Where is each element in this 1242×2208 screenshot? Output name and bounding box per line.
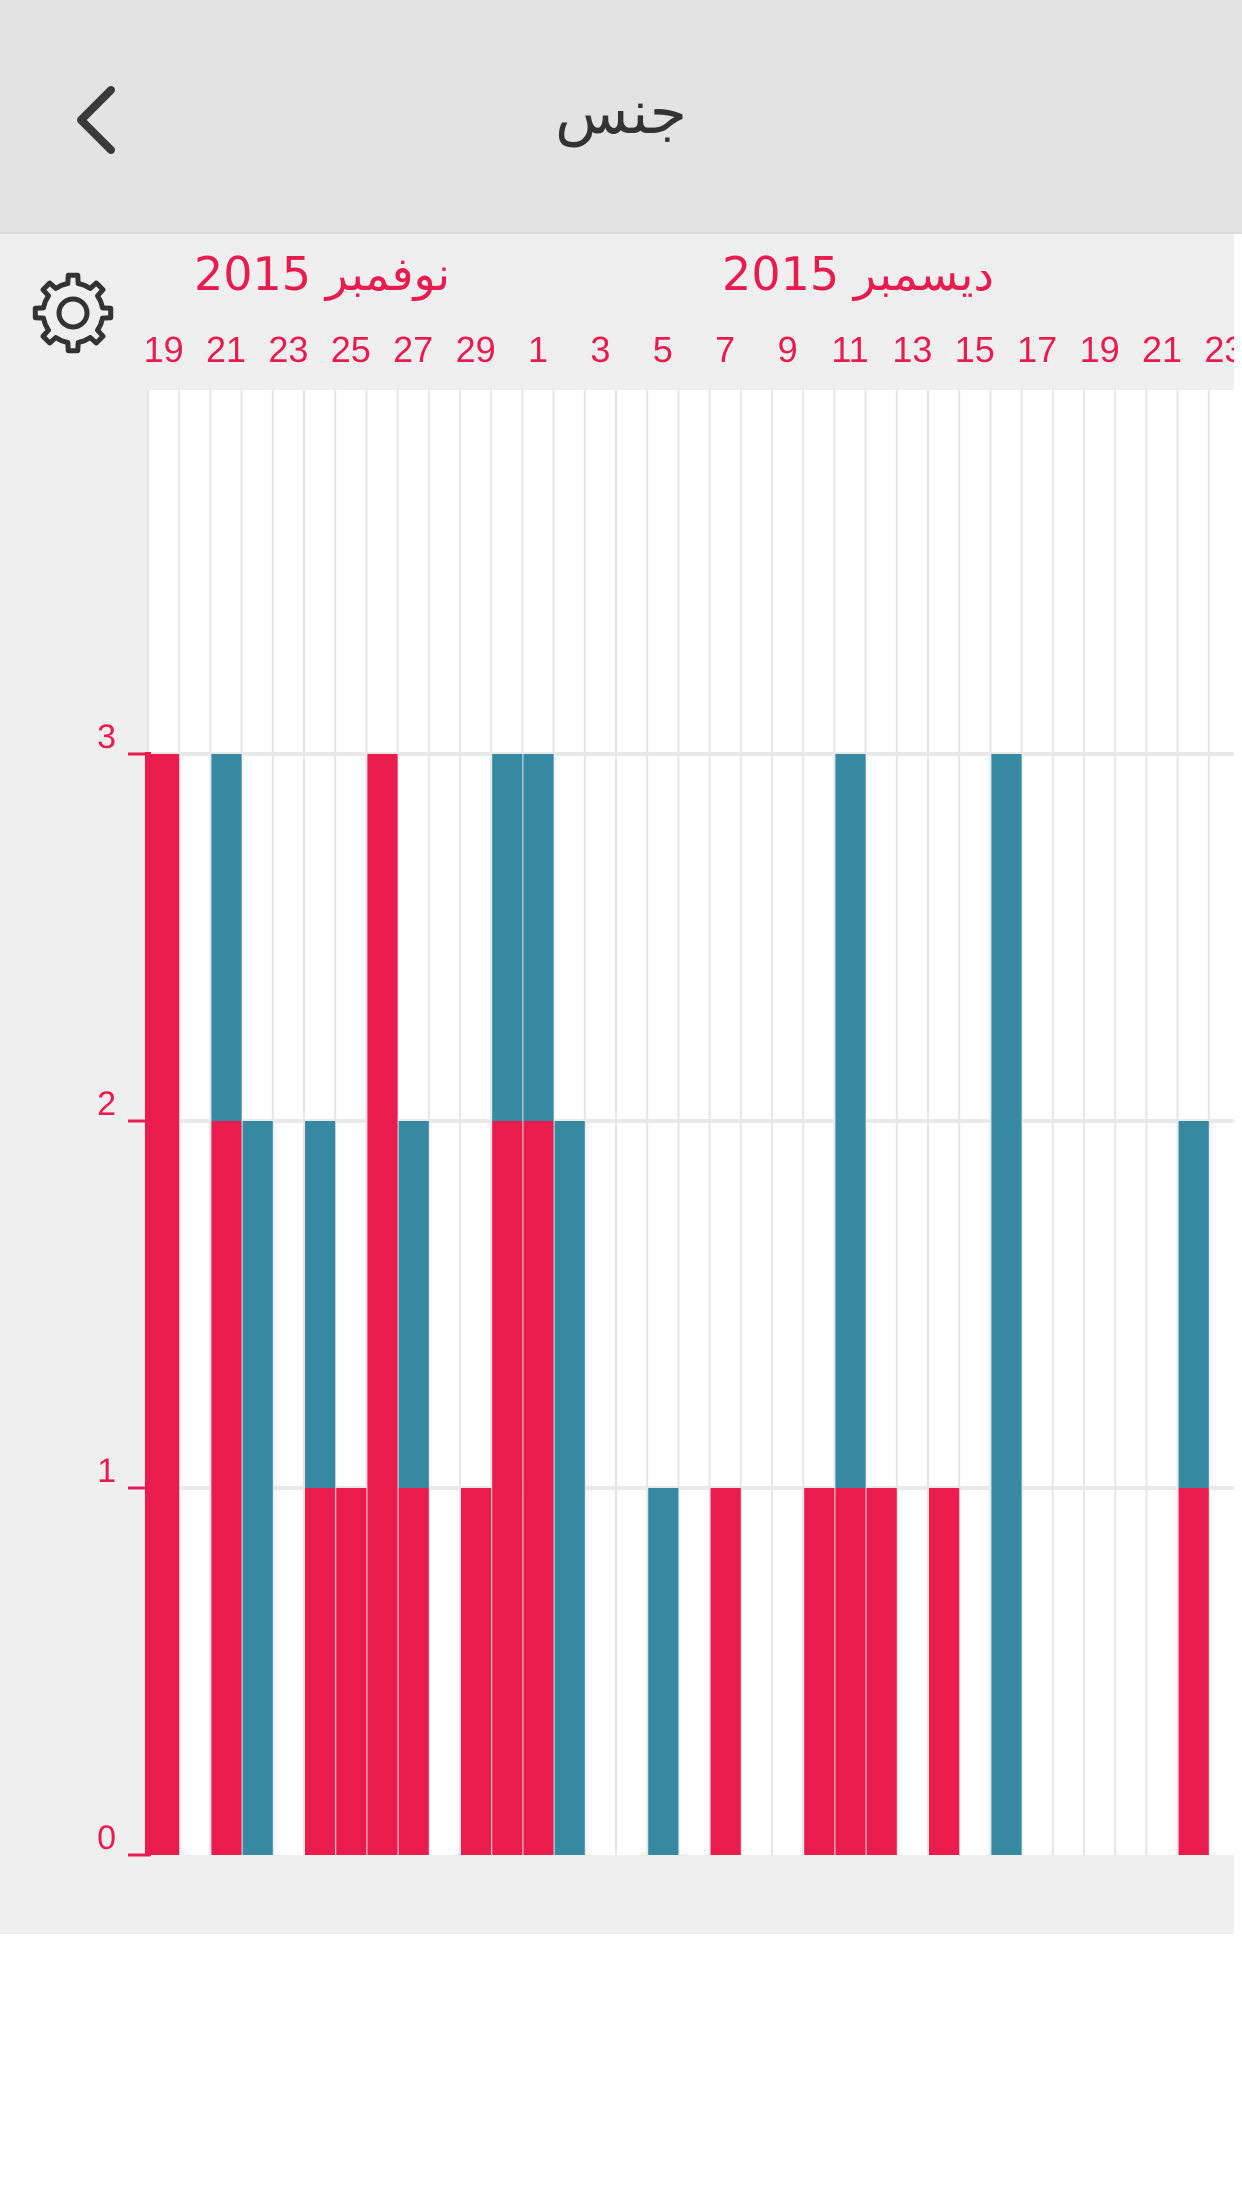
x-tick-label: 25 [331,329,371,370]
settings-button[interactable] [28,268,118,358]
bar-segment [242,1121,273,1855]
bar-segment [835,754,866,1488]
y-tick-label: 3 [97,718,116,756]
bar-segment [710,1488,741,1855]
x-tick-label: 23 [268,329,308,370]
x-tick-label: 21 [1142,329,1182,370]
bar-segment [492,754,523,1121]
x-tick-label: 21 [206,329,246,370]
back-button[interactable] [55,70,135,170]
x-tick-label: 19 [1080,329,1120,370]
bar-segment [523,1121,554,1855]
month-label: نوفمبر 2015 [194,247,450,302]
x-tick-label: 9 [778,329,798,370]
bar-segment [648,1488,679,1855]
bar-segment [305,1488,336,1855]
bar-segment [492,1121,523,1855]
chevron-left-icon [77,86,115,154]
x-tick-label: 27 [393,329,433,370]
page-title: جنس [555,78,687,148]
bar-segment [211,754,242,1121]
x-tick-label: 17 [1017,329,1057,370]
bar-segment [866,1488,897,1855]
navigation-bar: جنس [0,0,1242,234]
right-edge-mask [1234,234,1242,1934]
y-tick-label: 0 [97,1819,116,1857]
bar-segment [991,754,1022,1855]
x-tick-label: 11 [831,329,868,370]
bar-segment [835,1488,866,1855]
bar-segment [1178,1121,1209,1488]
x-tick-label: 1 [528,329,548,370]
x-tick-label: 29 [456,329,496,370]
x-tick-label: 13 [892,329,932,370]
x-tick-label: 3 [590,329,610,370]
bar-segment [804,1488,835,1855]
y-tick-label: 2 [97,1085,116,1123]
x-tick-label: 15 [955,329,995,370]
bar-segment [367,754,398,1855]
bottom-area [0,1934,1242,2208]
y-tick-label: 1 [97,1452,116,1490]
bar-segment [523,754,554,1121]
x-tick-label: 7 [715,329,735,370]
month-label: ديسمبر 2015 [722,247,994,302]
gear-icon [32,272,114,354]
bar-segment [149,754,180,1855]
bar-segment [1178,1488,1209,1855]
bar-segment [211,1121,242,1855]
bar-segment [398,1121,429,1488]
bar-segment [461,1488,492,1855]
bar-segment [336,1488,367,1855]
bar-segment [305,1121,336,1488]
bar-segment [398,1488,429,1855]
bar-segment [554,1121,585,1855]
x-tick-label: 19 [144,329,184,370]
bar-segment [929,1488,960,1855]
x-tick-label: 5 [653,329,673,370]
